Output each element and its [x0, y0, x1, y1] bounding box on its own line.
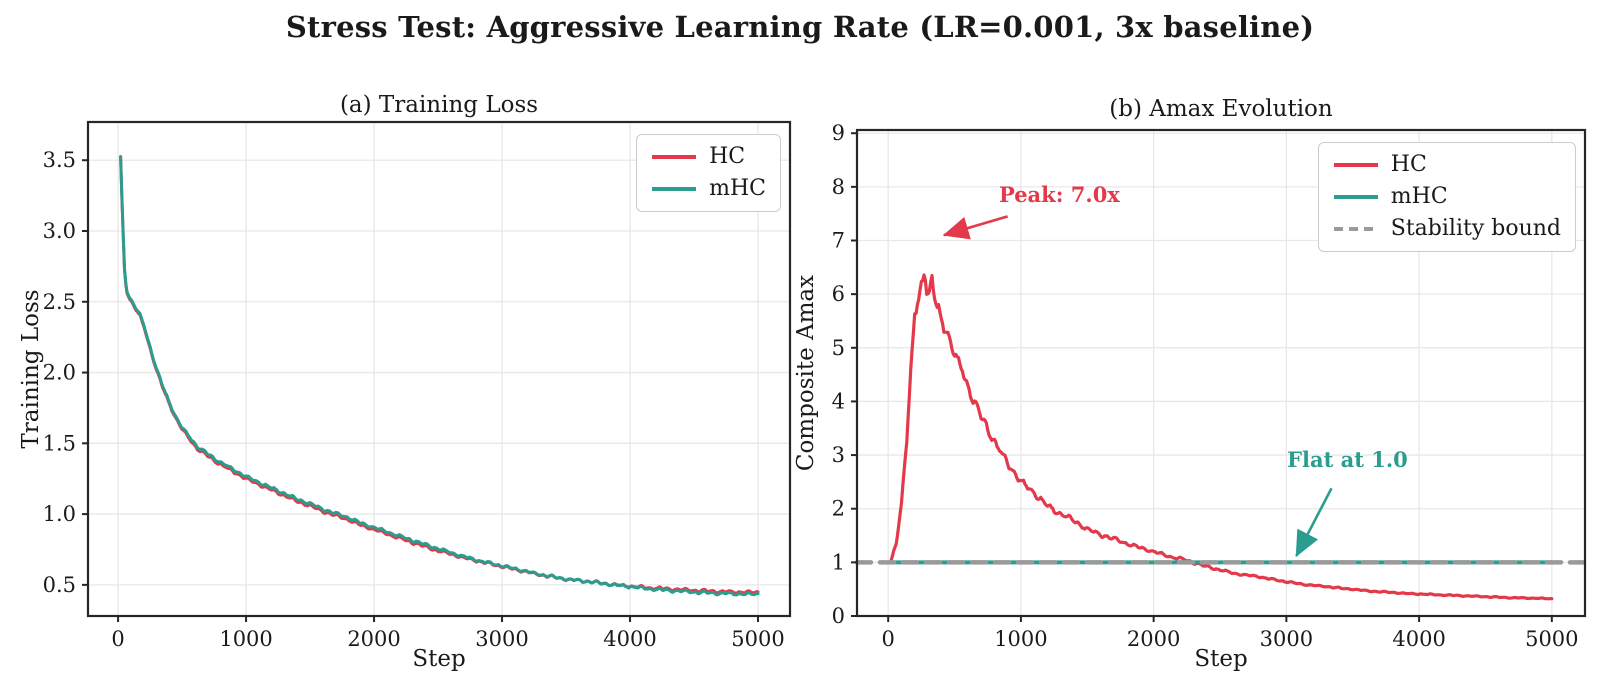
loss-ytick-label: 3.0: [43, 219, 76, 243]
figure-title: Stress Test: Aggressive Learning Rate (L…: [285, 10, 1315, 44]
loss-xtick-label: 5000: [731, 627, 784, 651]
amax-annotation-peak-arrow: [942, 215, 1009, 240]
amax-ytick-label: 2: [832, 497, 845, 521]
amax-xtick-label: 4000: [1392, 627, 1445, 651]
legend-label: HC: [1390, 152, 1427, 177]
loss-xlabel: Step: [412, 646, 466, 672]
loss-legend: HC mHC: [636, 134, 781, 212]
amax-legend-item-stability-bound: Stability bound: [1333, 215, 1561, 243]
hc-line-swatch-icon: [652, 155, 697, 159]
amax-ytick-label: 6: [832, 282, 845, 306]
amax-ytick-label: 0: [832, 604, 845, 628]
stability-bound-line-swatch-icon: [1333, 227, 1378, 231]
legend-label: mHC: [1390, 184, 1448, 209]
amax-ytick-label: 5: [832, 336, 845, 360]
loss-ylabel: Training Loss: [18, 289, 44, 449]
amax-xtick-label: 5000: [1525, 627, 1578, 651]
amax-xtick-label: 1000: [994, 627, 1047, 651]
loss-ytick-label: 1.5: [43, 431, 76, 455]
loss-series-hc-line: [119, 155, 760, 595]
loss-xtick-label: 0: [111, 627, 124, 651]
amax-annotation-flat: Flat at 1.0: [1287, 447, 1408, 558]
amax-annotation-flat-text: Flat at 1.0: [1287, 447, 1408, 472]
loss-ytick-label: 1.0: [43, 502, 76, 526]
amax-ytick-label: 3: [832, 443, 845, 467]
legend-label: Stability bound: [1390, 216, 1561, 241]
loss-legend-item-mhc: mHC: [651, 175, 766, 203]
mhc-line-swatch-icon: [652, 187, 697, 191]
amax-xtick-label: 2000: [1127, 627, 1180, 651]
loss-spines: [86, 120, 792, 618]
loss-legend-item-hc: HC: [651, 143, 766, 171]
amax-annotation-flat-arrow: [1295, 487, 1333, 558]
amax-ticks: 0 1000 2000 3000 4000 5000 0 1 2 3 4 5 6 7 8 9: [832, 121, 1579, 651]
loss-series-mhc-line: [119, 155, 760, 597]
amax-xtick-label: 0: [882, 627, 895, 651]
amax-ytick-label: 8: [832, 175, 845, 199]
amax-ylabel: Composite Amax: [793, 274, 819, 472]
loss-ticks: 0 1000 2000 3000 4000 5000 0.5 1.0 1.5 2.0 2.5 3.0 3…: [43, 148, 785, 651]
hc-line-swatch-icon: [1333, 163, 1378, 167]
amax-ytick-label: 4: [832, 389, 845, 413]
legend-label: mHC: [709, 176, 766, 201]
amax-ytick-label: 1: [832, 550, 845, 574]
amax-legend-item-hc: HC: [1333, 151, 1561, 179]
amax-ytick-label: 9: [832, 121, 845, 145]
loss-xtick-label: 3000: [475, 627, 528, 651]
amax-spines: [855, 128, 1587, 618]
loss-subplot-title: (a) Training Loss: [339, 92, 539, 118]
amax-legend-item-mhc: mHC: [1333, 183, 1561, 211]
loss-xtick-label: 1000: [219, 627, 272, 651]
amax-xlabel: Step: [1194, 646, 1248, 672]
mhc-line-swatch-icon: [1333, 195, 1378, 199]
amax-legend: HC mHC Stability bound: [1317, 142, 1576, 252]
amax-annotation-peak-text: Peak: 7.0x: [999, 182, 1120, 207]
loss-ytick-label: 3.5: [43, 148, 76, 172]
loss-xtick-label: 2000: [347, 627, 400, 651]
loss-ytick-label: 2.0: [43, 361, 76, 385]
legend-label: HC: [709, 144, 746, 169]
amax-series-hc-line: [889, 273, 1554, 601]
loss-xtick-label: 4000: [603, 627, 656, 651]
amax-xtick-label: 3000: [1260, 627, 1313, 651]
loss-ytick-label: 0.5: [43, 573, 76, 597]
amax-annotation-peak: Peak: 7.0x: [942, 182, 1120, 240]
loss-ytick-label: 2.5: [43, 290, 76, 314]
amax-ytick-label: 7: [832, 229, 845, 253]
amax-subplot-title: (b) Amax Evolution: [1109, 96, 1333, 122]
